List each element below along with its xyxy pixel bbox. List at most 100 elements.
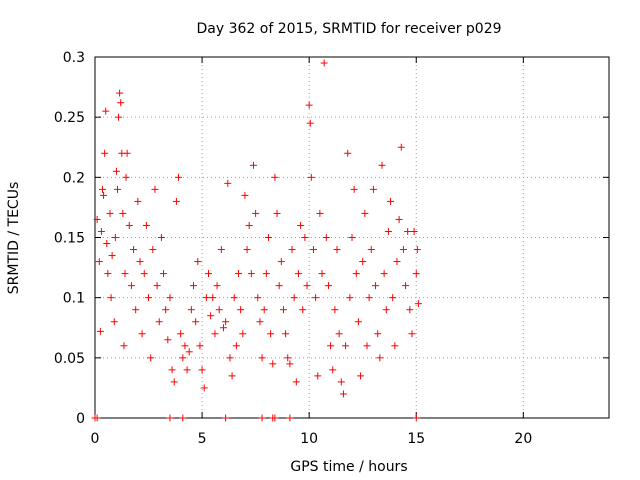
data-point — [320, 59, 328, 67]
data-point — [127, 282, 135, 290]
data-point — [339, 390, 347, 398]
x-tick-label: 5 — [198, 431, 207, 447]
data-point — [224, 179, 232, 187]
data-point — [202, 294, 210, 302]
data-point — [200, 384, 208, 392]
data-point — [309, 246, 317, 254]
data-point — [164, 336, 172, 344]
data-point — [211, 330, 219, 338]
chart-title: Day 362 of 2015, SRMTID for receiver p02… — [196, 21, 501, 37]
data-point — [331, 306, 339, 314]
data-point — [389, 294, 397, 302]
data-point — [149, 246, 157, 254]
x-tick-label: 15 — [407, 431, 425, 447]
data-point — [121, 270, 129, 278]
ticks: 0 5 10 15 20 0 0.05 0.1 0.15 0.2 0.25 0.3 — [54, 50, 609, 447]
data-point — [103, 240, 111, 248]
data-point — [275, 282, 283, 290]
data-point — [307, 173, 315, 181]
data-point — [153, 282, 161, 290]
data-point — [245, 221, 253, 229]
data-point — [264, 234, 272, 241]
data-point — [172, 197, 180, 205]
zero-value-point — [412, 414, 420, 422]
data-point — [350, 185, 358, 193]
data-point — [297, 221, 305, 229]
data-point — [125, 221, 133, 229]
data-point — [269, 360, 277, 368]
data-point — [372, 282, 380, 290]
data-point — [384, 227, 392, 235]
data-point — [122, 173, 130, 181]
data-point — [132, 306, 140, 314]
data-point — [301, 234, 309, 241]
data-point — [382, 306, 390, 314]
data-point — [413, 246, 421, 254]
data-point — [397, 143, 405, 151]
data-point — [303, 282, 311, 290]
data-point — [239, 330, 247, 338]
data-point — [234, 270, 242, 278]
data-point — [116, 89, 124, 97]
data-point — [258, 354, 266, 362]
data-point — [93, 215, 101, 223]
data-point — [254, 294, 262, 302]
zero-value-point — [166, 414, 174, 422]
data-point — [162, 306, 170, 314]
data-point — [327, 342, 335, 350]
data-point — [359, 258, 367, 266]
zero-value-point — [93, 414, 101, 422]
data-point — [249, 161, 257, 169]
zero-value-point — [222, 414, 230, 422]
data-point — [262, 270, 270, 278]
data-point — [243, 246, 251, 254]
data-point — [271, 173, 279, 181]
data-point — [333, 246, 341, 254]
data-point — [292, 378, 300, 386]
data-point — [374, 330, 382, 338]
data-point — [181, 342, 189, 350]
data-point — [406, 306, 414, 314]
data-point — [273, 209, 281, 217]
y-tick-label: 0.2 — [63, 170, 85, 186]
zero-value-point — [258, 414, 266, 422]
data-point — [348, 234, 356, 241]
data-point — [102, 107, 110, 115]
data-point — [279, 306, 287, 314]
data-point — [346, 294, 354, 302]
data-point — [228, 372, 236, 380]
data-point — [215, 306, 223, 314]
data-point — [108, 252, 116, 260]
data-point — [185, 348, 193, 356]
data-point — [318, 270, 326, 278]
data-point — [316, 209, 324, 217]
data-point — [232, 342, 240, 350]
data-point — [378, 161, 386, 169]
data-point — [117, 99, 125, 107]
y-tick-label: 0.3 — [63, 50, 85, 66]
data-point — [170, 378, 178, 386]
zero-value-point — [179, 414, 187, 422]
data-points — [91, 59, 422, 422]
data-point — [363, 342, 371, 350]
data-point — [194, 258, 202, 266]
x-axis-label: GPS time / hours — [290, 459, 407, 475]
data-point — [391, 342, 399, 350]
data-point — [369, 185, 377, 193]
data-point — [365, 294, 373, 302]
data-point — [241, 191, 249, 199]
data-point — [96, 327, 104, 335]
data-point — [213, 282, 221, 290]
x-tick-label: 20 — [514, 431, 532, 447]
data-point — [209, 294, 217, 302]
y-tick-label: 0 — [76, 411, 85, 427]
data-point — [306, 119, 314, 127]
data-point — [286, 360, 294, 368]
data-point — [260, 306, 268, 314]
data-point — [168, 366, 176, 374]
data-point — [408, 330, 416, 338]
data-point — [175, 173, 183, 181]
x-tick-label: 0 — [91, 431, 100, 447]
data-point — [134, 197, 142, 205]
